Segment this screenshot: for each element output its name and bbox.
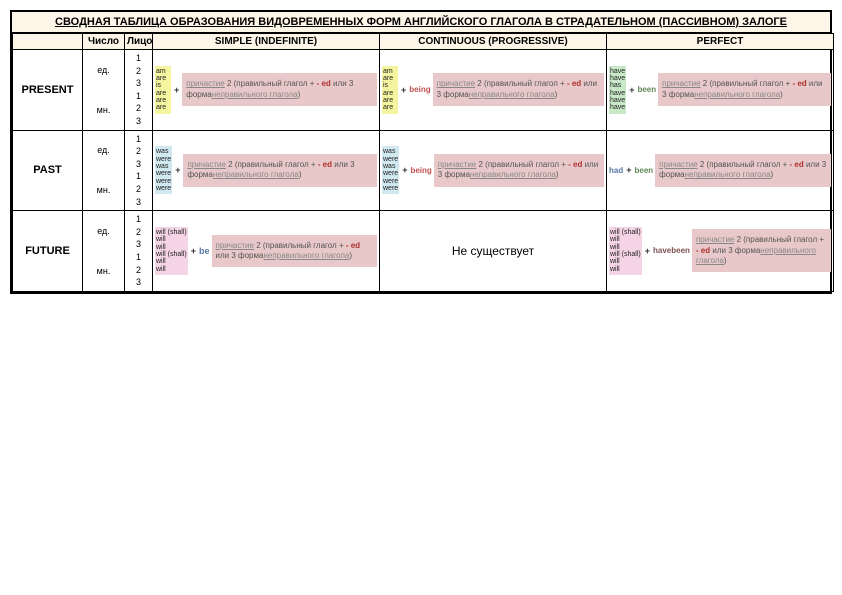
present-simple-cell: am are is are are are + причастие 2 (пра… — [153, 50, 380, 131]
had-word: had — [609, 166, 623, 175]
sg-label: ед. — [85, 65, 122, 75]
present-persons: 1 2 3 1 2 3 — [125, 50, 153, 131]
present-label: PRESENT — [13, 50, 83, 131]
participle-box: причастие 2 (правильный глагол + - ed ил… — [692, 229, 831, 272]
past-perfect-cell: had + been причастие 2 (правильный глаго… — [607, 130, 834, 211]
past-label: PAST — [13, 130, 83, 211]
blank-header — [13, 34, 83, 50]
number-header: Число — [83, 34, 125, 50]
past-simple-cell: was were was were were were + причастие … — [153, 130, 380, 211]
simple-header: SIMPLE (INDEFINITE) — [153, 34, 380, 50]
be-word: be — [199, 246, 210, 256]
header-row: Число Лицо SIMPLE (INDEFINITE) CONTINUOU… — [13, 34, 834, 50]
participle-box: причастие 2 (правильный глагол + - ed ил… — [182, 73, 377, 106]
present-have-aux: have have has have have have — [609, 66, 626, 114]
been-word: been — [637, 85, 656, 94]
future-will-aux2: will (shall) will will will (shall) will… — [609, 227, 642, 275]
present-continuous-cell: am are is are are are + being причастие … — [380, 50, 607, 131]
perfect-header: PERFECT — [607, 34, 834, 50]
grammar-table-container: СВОДНАЯ ТАБЛИЦА ОБРАЗОВАНИЯ ВИДОВРЕМЕННЫ… — [10, 10, 832, 294]
table-title: СВОДНАЯ ТАБЛИЦА ОБРАЗОВАНИЯ ВИДОВРЕМЕННЫ… — [12, 12, 830, 33]
past-row: PAST ед. мн. 1 2 3 1 2 3 was were was we… — [13, 130, 834, 211]
present-row: PRESENT ед. мн. 1 2 3 1 2 3 am are is ar… — [13, 50, 834, 131]
being-word: being — [409, 85, 430, 94]
pl-label: мн. — [85, 105, 122, 115]
continuous-header: CONTINUOUS (PROGRESSIVE) — [380, 34, 607, 50]
future-number: ед. мн. — [83, 211, 125, 292]
havebeen-word: havebeen — [653, 246, 690, 255]
present-number: ед. мн. — [83, 50, 125, 131]
future-will-aux: will (shall) will will will (shall) will… — [155, 227, 188, 275]
past-persons: 1 2 3 1 2 3 — [125, 130, 153, 211]
participle-box: причастие 2 (правильный глагол + - ed ил… — [183, 154, 377, 187]
participle-box: причастие 2 (правильный глагол + - ed ил… — [433, 73, 604, 106]
future-row: FUTURE ед. мн. 1 2 3 1 2 3 will (shall) … — [13, 211, 834, 292]
future-continuous-cell: Не существует — [380, 211, 607, 292]
past-be-aux2: was were was were were were — [382, 146, 399, 194]
participle-box: причастие 2 (правильный глагол + - ed ил… — [655, 154, 831, 187]
future-label: FUTURE — [13, 211, 83, 292]
past-be-aux: was were was were were were — [155, 146, 172, 194]
future-persons: 1 2 3 1 2 3 — [125, 211, 153, 292]
main-table: Число Лицо SIMPLE (INDEFINITE) CONTINUOU… — [12, 33, 834, 292]
present-be-aux: am are is are are are — [155, 66, 171, 114]
present-perfect-cell: have have has have have have + been прич… — [607, 50, 834, 131]
future-simple-cell: will (shall) will will will (shall) will… — [153, 211, 380, 292]
past-continuous-cell: was were was were were were + being прич… — [380, 130, 607, 211]
present-be-aux2: am are is are are are — [382, 66, 398, 114]
participle-box: причастие 2 (правильный глагол + - ed ил… — [212, 235, 377, 268]
participle-box: причастие 2 (правильный глагол + - ed ил… — [658, 73, 831, 106]
past-number: ед. мн. — [83, 130, 125, 211]
participle-box: причастие 2 (правильный глагол + - ed ил… — [434, 154, 604, 187]
person-header: Лицо — [125, 34, 153, 50]
future-perfect-cell: will (shall) will will will (shall) will… — [607, 211, 834, 292]
